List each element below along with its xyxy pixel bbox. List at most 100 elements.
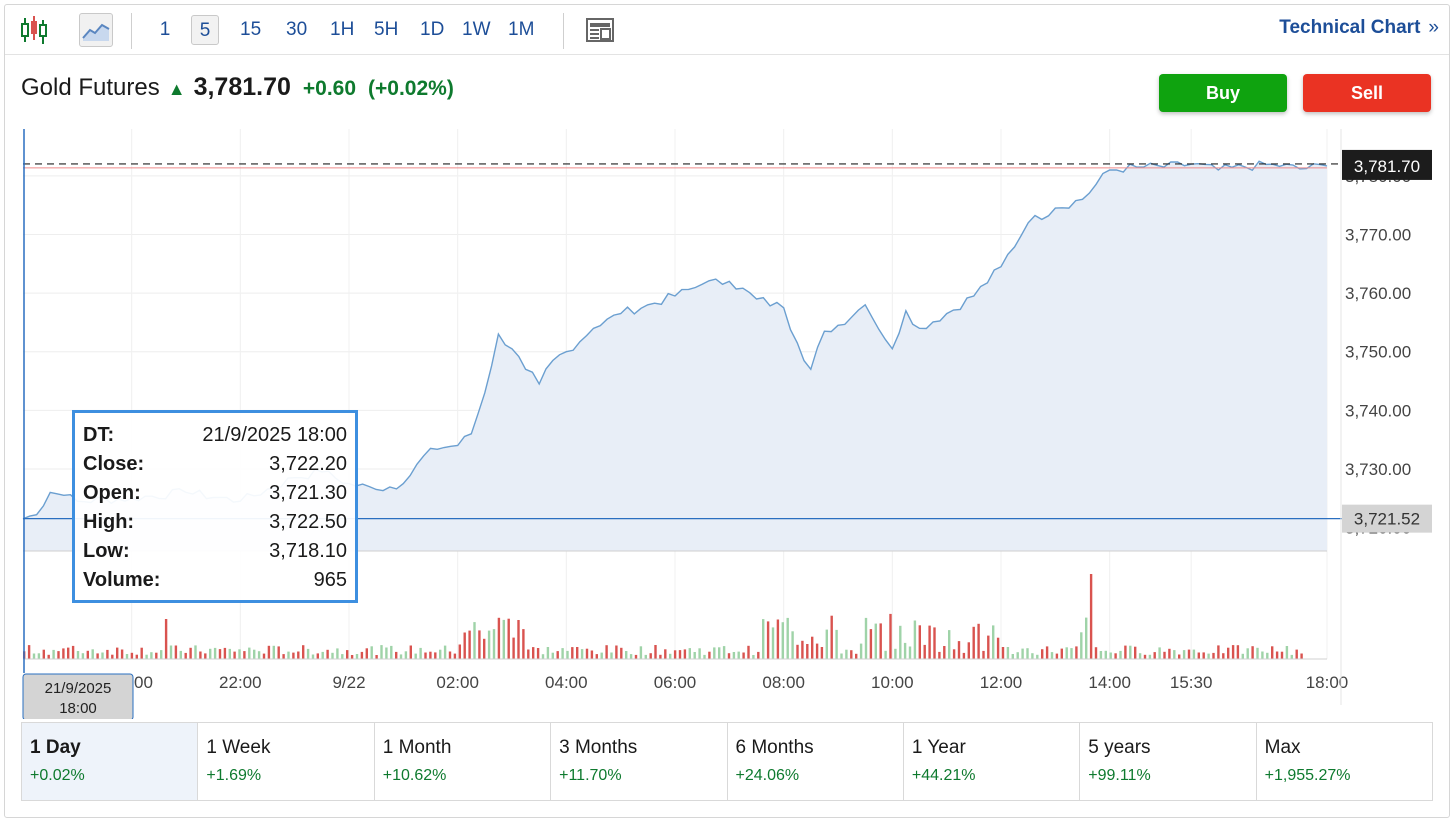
volume-bar: [1104, 650, 1107, 659]
volume-bar: [223, 647, 227, 659]
volume-bar: [737, 651, 740, 659]
news-icon[interactable]: [583, 13, 617, 47]
volume-bar: [130, 652, 134, 659]
timeframe-30[interactable]: 30: [286, 19, 308, 40]
volume-bar: [771, 627, 775, 659]
tooltip-label: High:: [83, 511, 135, 533]
volume-bar: [639, 646, 643, 659]
volume-bar: [1099, 651, 1103, 659]
volume-bar: [820, 647, 824, 659]
timeframe-5h[interactable]: 5H: [374, 19, 399, 40]
period-tab[interactable]: 1 Month +10.62%: [375, 723, 552, 800]
volume-bar: [1119, 650, 1122, 659]
volume-bar: [1016, 652, 1019, 659]
volume-bar: [336, 648, 339, 659]
buy-button[interactable]: Buy: [1159, 74, 1287, 112]
period-label: 1 Day: [30, 737, 81, 758]
volume-bar: [253, 649, 256, 659]
volume-bar: [1070, 648, 1073, 659]
volume-bar: [27, 645, 31, 659]
volume-bar: [213, 647, 217, 659]
candlestick-icon[interactable]: [17, 13, 51, 47]
y-tick-label: 3,750.00: [1345, 343, 1411, 362]
volume-bar: [1178, 654, 1181, 659]
volume-bar: [453, 653, 457, 659]
volume-bar: [556, 651, 559, 659]
volume-bar: [762, 619, 765, 659]
volume-bar: [228, 648, 231, 659]
arrow-up-icon: ▲: [167, 79, 186, 99]
period-tab[interactable]: 1 Day +0.02%: [22, 723, 199, 800]
volume-bar: [786, 617, 789, 659]
volume-bar: [962, 652, 966, 659]
volume-bar: [1089, 574, 1093, 659]
price-chart[interactable]: 3,720.003,730.003,740.003,750.003,760.00…: [5, 5, 1450, 719]
volume-bar: [595, 654, 598, 659]
volume-bar: [634, 654, 638, 659]
area-chart-icon[interactable]: [79, 13, 113, 47]
chart-widget: 1 5 15 30 1H 5H 1D 1W 1M Technical Chart » Gold F…: [4, 4, 1450, 818]
volume-bar: [101, 652, 104, 659]
volume-bar: [1109, 652, 1112, 659]
volume-bar: [585, 648, 589, 659]
timeframe-1m[interactable]: 1M: [508, 19, 535, 40]
volume-bar: [204, 653, 207, 659]
period-change: +1.69%: [206, 767, 262, 784]
x-tick-label: 04:00: [545, 673, 588, 692]
volume-bar: [1050, 652, 1054, 659]
period-tab[interactable]: 5 years +99.11%: [1080, 723, 1257, 800]
volume-bar: [1129, 645, 1132, 659]
period-label: 1 Week: [206, 737, 271, 758]
volume-bar: [757, 651, 760, 659]
period-tab[interactable]: 6 Months +24.06%: [728, 723, 904, 800]
volume-bar: [698, 648, 701, 659]
volume-bar: [801, 640, 804, 659]
volume-bar: [742, 652, 745, 659]
volume-bar: [1001, 647, 1005, 659]
volume-bar: [654, 645, 657, 659]
period-label: 1 Month: [382, 737, 452, 758]
timeframe-1[interactable]: 1: [159, 19, 171, 40]
volume-bar: [1256, 647, 1259, 659]
volume-bar: [468, 630, 471, 659]
volume-bar: [326, 649, 329, 659]
timeframe-1w[interactable]: 1W: [462, 19, 491, 40]
period-tab[interactable]: 3 Months +11.70%: [551, 723, 728, 800]
volume-bar: [257, 651, 261, 659]
volume-bar: [923, 644, 926, 659]
volume-bar: [1217, 645, 1220, 659]
crosshair-date-box: [22, 673, 134, 719]
volume-bar: [1246, 648, 1249, 659]
timeframe-15[interactable]: 15: [240, 19, 262, 40]
period-tab[interactable]: 1 Week +1.69%: [198, 723, 375, 800]
tooltip-label: Open:: [83, 482, 141, 504]
timeframe-1d[interactable]: 1D: [420, 19, 445, 40]
instrument-name: Gold Futures: [21, 74, 160, 101]
volume-bar: [277, 646, 280, 659]
volume-bar: [218, 649, 222, 659]
volume-bar: [1241, 653, 1244, 659]
volume-bar: [1261, 651, 1264, 659]
volume-bar: [448, 651, 452, 659]
volume-bar: [194, 645, 197, 659]
volume-bar: [189, 647, 192, 659]
volume-bar: [297, 651, 300, 659]
volume-bar: [527, 649, 530, 659]
volume-bar: [830, 615, 833, 659]
volume-bar: [1202, 652, 1205, 659]
volume-bar: [399, 654, 403, 659]
volume-bar: [669, 653, 672, 659]
timeframe-5[interactable]: 5: [191, 15, 219, 45]
period-tab[interactable]: Max +1,955.27%: [1257, 723, 1432, 800]
volume-bar: [840, 653, 843, 659]
timeframe-1h[interactable]: 1H: [330, 19, 355, 40]
volume-bar: [722, 646, 726, 659]
technical-chart-link[interactable]: Technical Chart »: [1279, 17, 1439, 39]
y-tick-label: 3,760.00: [1345, 284, 1411, 303]
volume-bar: [1026, 648, 1029, 659]
sell-button[interactable]: Sell: [1303, 74, 1431, 112]
volume-bar: [1300, 653, 1303, 659]
data-tooltip: DT: 21/9/2025 18:00 Close: 3,722.20 Open: 3,7…: [72, 410, 358, 603]
volume-bar: [1094, 647, 1098, 659]
period-tab[interactable]: 1 Year +44.21%: [904, 723, 1081, 800]
